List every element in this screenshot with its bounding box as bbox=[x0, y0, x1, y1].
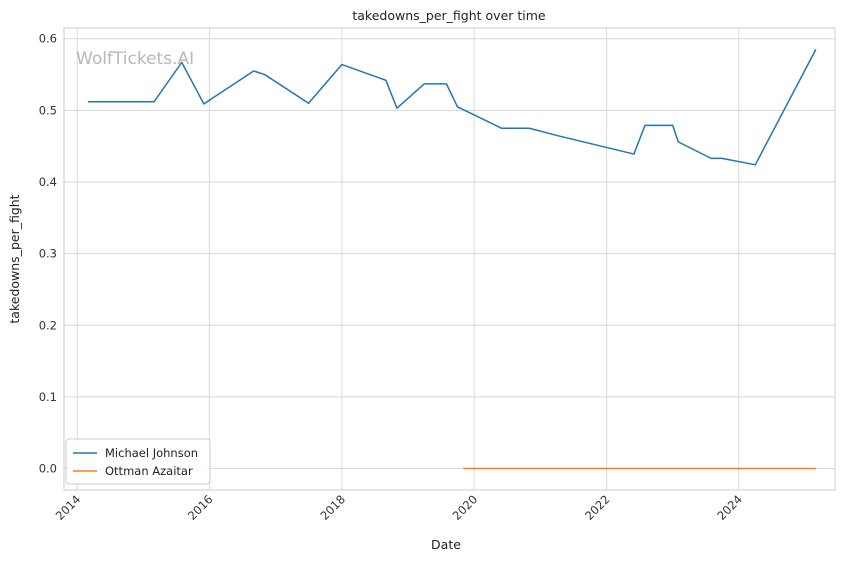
plot-frame bbox=[63, 27, 836, 491]
x-tick-label: 2024 bbox=[714, 492, 745, 523]
x-axis-title: Date bbox=[431, 537, 461, 552]
legend-box bbox=[65, 438, 211, 485]
x-axis-ticks: 2014 2016 2018 2020 2022 2024 bbox=[53, 492, 745, 523]
x-tick-label: 2022 bbox=[582, 492, 613, 523]
x-tick-label: 2018 bbox=[317, 492, 348, 523]
y-tick-label: 0.5 bbox=[39, 103, 57, 117]
x-tick-label: 2016 bbox=[185, 492, 216, 523]
y-tick-label: 0.0 bbox=[39, 462, 57, 476]
y-tick-label: 0.3 bbox=[39, 247, 57, 261]
y-tick-label: 0.6 bbox=[39, 32, 57, 46]
legend-label: Michael Johnson bbox=[105, 446, 198, 460]
legend-entries: Michael Johnson Ottman Azaitar bbox=[73, 446, 198, 478]
y-tick-label: 0.1 bbox=[39, 390, 57, 404]
y-axis-ticks: 0.0 0.1 0.2 0.3 0.4 0.5 0.6 bbox=[39, 32, 57, 476]
y-tick-label: 0.4 bbox=[39, 175, 57, 189]
legend-label: Ottman Azaitar bbox=[105, 464, 193, 478]
y-tick-label: 0.2 bbox=[39, 318, 57, 332]
x-tick-label: 2020 bbox=[450, 492, 481, 523]
watermark-text: WolfTickets.AI bbox=[76, 49, 194, 69]
x-tick-label: 2014 bbox=[53, 492, 84, 523]
y-axis-title: takedowns_per_fight bbox=[7, 194, 22, 323]
grid bbox=[64, 28, 835, 490]
series-line-0 bbox=[87, 49, 817, 166]
legend: Michael Johnson Ottman Azaitar bbox=[65, 438, 211, 485]
series-lines bbox=[87, 49, 817, 470]
chart-title: takedowns_per_fight over time bbox=[352, 8, 546, 23]
